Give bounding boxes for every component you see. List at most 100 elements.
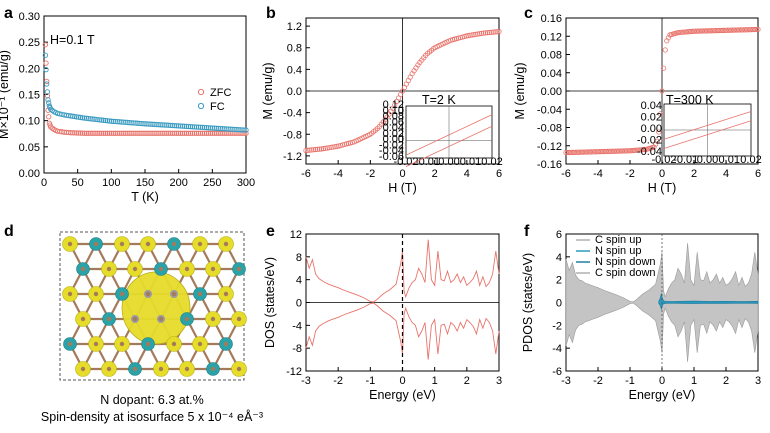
carbon-atom [210,266,216,272]
data-point-c [681,29,688,35]
data-point-zfc [77,130,84,136]
x-tick-label-c: 4 [723,168,729,180]
data-point-b [322,145,328,151]
data-point-c [617,148,624,154]
carbon-atom [67,341,73,347]
carbon-atom [236,266,242,272]
data-point-fc [70,113,76,119]
y-tick-label-f: -6 [552,366,562,378]
data-point-c [742,27,748,33]
y-tick-label-e: 12 [290,229,302,241]
y-tick-label-e: 8 [296,252,302,264]
data-point-c [582,149,588,155]
data-point-c [606,148,612,154]
data-point-zfc [85,130,91,136]
data-point-zfc [42,42,48,48]
data-point-c [625,148,632,154]
carbon-atom [210,366,216,372]
carbon-atom [80,316,86,322]
data-point-c [708,28,715,34]
data-point-c [662,47,668,53]
data-point-c [676,29,683,36]
data-point-fc [106,118,113,124]
data-point-c [659,88,665,94]
y-tick-label-f: 2 [556,275,562,287]
data-point-c [688,28,694,35]
data-point-c [736,27,742,33]
graphene-lattice [62,236,247,377]
y-tick-label-c: 0.00 [541,86,562,98]
inset-y-tick-b: 0.06 [383,116,404,128]
y-tick-label-f: 6 [556,229,562,241]
data-point-c [603,148,609,155]
data-point-c [732,27,739,33]
y-tick-label-a: 0.20 [19,63,40,75]
legend-label-n-spin-up: N spin up [595,245,641,257]
data-point-b [467,32,473,38]
x-axis-label-e: Energy (eV) [369,388,436,402]
data-point-c [678,29,684,35]
data-point-b [324,145,330,151]
data-point-b [330,144,336,150]
data-point-c [593,149,600,155]
data-point-c [734,27,740,33]
inset-x-tick-b: 0.02 [481,156,502,168]
data-point-c [753,26,760,33]
data-point-fc [97,117,103,123]
carbon-atom [184,266,190,272]
x-tick-label-e: -3 [301,375,311,387]
data-point-c [747,27,753,33]
y-tick-label-c: 0.04 [541,68,562,80]
legend-label-n-spin-down: N spin down [595,256,656,268]
data-point-fc [81,115,88,121]
x-tick-label-a: 250 [203,177,221,189]
legend-marker-fc [197,102,205,110]
data-point-c [584,149,590,155]
data-point-c [652,141,659,147]
x-tick-label-b: -2 [365,168,375,180]
data-point-c [723,27,729,33]
data-point-zfc [97,130,103,136]
data-point-c [729,27,736,33]
y-tick-label-c: -0.16 [537,159,562,171]
chart-a: 0 50 100 150 200 250 300 0.00 0.05 0.10 0.15 0.20 0.… [0,11,255,204]
y-tick-label-b: 0.8 [287,43,302,55]
data-point-zfc [99,130,105,136]
data-point-c [563,149,569,156]
data-point-c [660,65,667,71]
y-tick-label-b: -0.4 [283,108,302,120]
carbon-atom [158,366,164,372]
panel-label-e: e [266,223,275,240]
chart-b: -6 -4 -2 0 2 4 6 -1.2 -0.8 -0.4 0.0 0.4 0.8 1.2 H (T) M… [261,17,503,195]
data-point-c [715,27,721,34]
annotation-field-a: H=0.1 T [50,33,95,47]
data-point-c [596,149,603,155]
data-point-fc [68,113,74,119]
data-point-zfc [83,130,89,136]
legend-marker-zfc [197,88,205,96]
data-point-fc [46,100,52,106]
carbon-atom [67,291,73,297]
data-point-b [486,29,492,36]
carbon-atom [197,291,203,297]
carbon-atom [93,291,99,297]
inset-y-tick-b: 0.08 [383,111,404,123]
data-point-c [702,28,708,34]
data-point-c [752,26,758,33]
data-point-c [718,27,724,34]
data-point-zfc [81,130,88,136]
carbon-atom [171,291,177,297]
data-point-fc [83,115,89,121]
inset-y-tick-b: 0.10 [383,105,404,117]
data-point-c [699,28,705,34]
chart-f: -3 -2 -1 0 1 2 3 -6 -4 -2 0 2 4 6 Energy (eV) PDOS (sta… [521,229,761,402]
data-point-c [627,148,633,154]
carbon-atom [67,241,73,247]
carbon-atom [106,366,112,372]
y-tick-label-e: 0 [296,298,302,310]
inset-branch-c [663,120,752,149]
y-tick-label-b: -0.8 [283,129,302,141]
data-point-b [494,29,500,35]
x-tick-label-a: 50 [72,177,84,189]
data-point-zfc [68,130,74,136]
